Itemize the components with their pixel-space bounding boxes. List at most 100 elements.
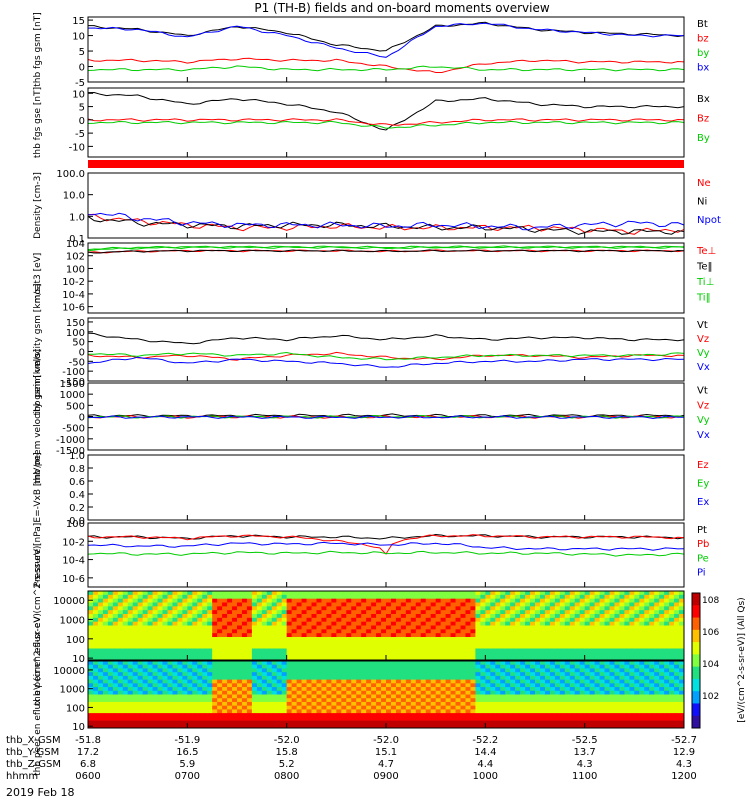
- spectrogram-cell: [232, 709, 238, 714]
- spectrogram-cell: [192, 683, 198, 688]
- spectrogram-cell: [579, 648, 586, 653]
- spectrogram-cell: [182, 668, 188, 673]
- spectrogram-cell: [366, 625, 372, 630]
- spectrogram-cell: [237, 698, 243, 703]
- spectrogram-cell: [212, 652, 218, 657]
- spectrogram-cell: [92, 640, 99, 646]
- spectrogram-cell: [485, 625, 491, 630]
- spectrogram-cell: [629, 598, 635, 603]
- spectrogram-cell: [227, 640, 233, 646]
- spectrogram-cell: [112, 621, 119, 626]
- spectrogram-cell: [291, 705, 297, 710]
- spectrogram-cell: [122, 652, 129, 657]
- spectrogram-cell: [237, 713, 243, 718]
- spectrogram-cell: [137, 720, 144, 725]
- spectrogram-cell: [326, 716, 332, 721]
- spectrogram-cell: [415, 625, 422, 630]
- legend-entry: by: [697, 48, 709, 59]
- spectrogram-cell: [306, 637, 312, 642]
- spectrogram-cell: [152, 720, 158, 725]
- spectrogram-cell: [376, 698, 382, 703]
- spectrogram-cell: [609, 701, 615, 707]
- spectrogram-cell: [525, 668, 531, 673]
- spectrogram-cell: [88, 640, 94, 646]
- spectrogram-cell: [500, 675, 506, 681]
- spectrogram-cell: [609, 598, 615, 603]
- spectrogram-cell: [336, 610, 342, 615]
- spectrogram-cell: [97, 679, 104, 684]
- spectrogram-cell: [246, 640, 253, 646]
- spectrogram-cell: [554, 614, 561, 619]
- spectrogram-cell: [430, 724, 437, 729]
- spectrogram-cell: [544, 644, 551, 649]
- spectrogram-cell: [495, 598, 501, 603]
- spectrogram-cell: [619, 672, 625, 677]
- spectrogram-cell: [237, 621, 243, 626]
- spectrogram-cell: [286, 602, 293, 607]
- spectrogram-cell: [147, 705, 153, 710]
- spectrogram-cell: [505, 637, 511, 642]
- spectrogram-cell: [480, 594, 486, 600]
- spectrogram-cell: [192, 664, 198, 669]
- spectrogram-cell: [584, 621, 591, 626]
- spectrogram-cell: [475, 598, 481, 603]
- spectrogram-cell: [465, 709, 471, 714]
- colorbar-band: [692, 605, 700, 619]
- spectrogram-cell: [390, 625, 397, 630]
- spectrogram-cell: [440, 594, 446, 600]
- spectrogram-cell: [182, 672, 188, 677]
- spectrogram-cell: [430, 709, 437, 714]
- spectrogram-cell: [539, 606, 546, 611]
- spectrogram-cell: [654, 591, 660, 596]
- spectrogram-cell: [291, 644, 297, 649]
- spectrogram-cell: [450, 683, 456, 688]
- spectrogram-cell: [624, 591, 630, 596]
- spectrogram-cell: [485, 594, 491, 600]
- spectrogram-cell: [102, 664, 109, 669]
- spectrogram-cell: [604, 621, 610, 626]
- spectrogram-cell: [510, 640, 516, 646]
- spectrogram-cell: [137, 656, 144, 661]
- spectrogram-cell: [654, 664, 660, 669]
- y-tick-label: -500: [62, 424, 85, 435]
- y-axis-label: thb peem velocity gsm [km/s]: [33, 349, 43, 484]
- spectrogram-cell: [485, 648, 491, 653]
- spectrogram-cell: [530, 713, 536, 718]
- spectrogram-cell: [197, 675, 203, 681]
- spectrogram-cell: [574, 694, 581, 699]
- spectrogram-cell: [296, 675, 302, 681]
- spectrogram-cell: [579, 644, 586, 649]
- spectrogram-cell: [306, 594, 312, 600]
- spectrogram-cell: [241, 625, 248, 630]
- spectrogram-cell: [470, 687, 476, 692]
- spectrogram-cell: [326, 652, 332, 657]
- spectrogram-cell: [132, 648, 139, 653]
- spectrogram-cell: [167, 720, 173, 725]
- spectrogram-cell: [346, 661, 352, 666]
- spectrogram-cell: [316, 602, 322, 607]
- spectrogram-cell: [674, 652, 680, 657]
- spectrogram-cell: [182, 648, 188, 653]
- spectrogram-cell: [430, 679, 437, 684]
- spectrogram-cell: [251, 637, 258, 642]
- spectrogram-cell: [515, 625, 521, 630]
- spectrogram-cell: [122, 617, 129, 623]
- spectrogram-cell: [574, 598, 581, 603]
- spectrogram-cell: [197, 701, 203, 707]
- spectrogram-cell: [415, 675, 422, 681]
- spectrogram-cell: [544, 602, 551, 607]
- spectrogram-cell: [271, 720, 278, 725]
- spectrogram-cell: [271, 594, 278, 600]
- spectrogram-cell: [450, 716, 456, 721]
- spectrogram-cell: [197, 625, 203, 630]
- spectrogram-cell: [102, 698, 109, 703]
- spectrogram-cell: [172, 668, 178, 673]
- spectrogram-cell: [132, 716, 139, 721]
- spectrogram-cell: [361, 621, 367, 626]
- spectrogram-cell: [167, 633, 173, 638]
- spectrogram-cell: [395, 672, 402, 677]
- spectrogram-cell: [256, 672, 263, 677]
- spectrogram-cell: [341, 591, 347, 596]
- spectrogram-cell: [644, 606, 650, 611]
- spectrogram-cell: [321, 683, 327, 688]
